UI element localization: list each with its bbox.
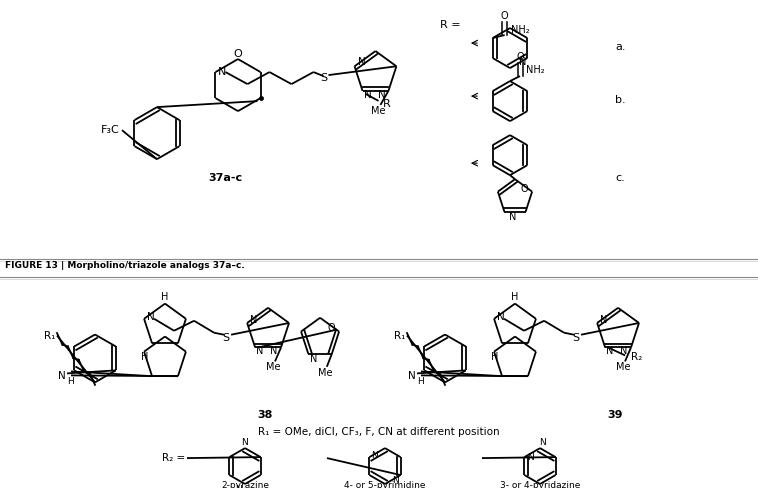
Text: N: N xyxy=(392,475,399,485)
Text: N: N xyxy=(620,346,628,356)
Text: R₂: R₂ xyxy=(631,352,642,363)
Text: NH₂: NH₂ xyxy=(511,25,529,35)
Text: Me: Me xyxy=(615,363,630,372)
Text: N: N xyxy=(518,57,526,67)
Text: H: H xyxy=(141,352,149,363)
Text: a.: a. xyxy=(615,42,625,52)
Text: N: N xyxy=(364,90,371,100)
Text: c.: c. xyxy=(615,173,625,183)
Text: R₁ = OMe, diCl, CF₃, F, CN at different position: R₁ = OMe, diCl, CF₃, F, CN at different … xyxy=(258,427,500,437)
Text: S: S xyxy=(223,333,230,343)
Text: Me: Me xyxy=(266,363,280,372)
Text: H: H xyxy=(512,292,518,302)
Text: N: N xyxy=(509,212,517,222)
Text: R₁: R₁ xyxy=(44,330,55,341)
Text: N: N xyxy=(271,346,277,356)
Text: N: N xyxy=(250,315,258,325)
Text: R₁: R₁ xyxy=(393,330,405,341)
Text: N: N xyxy=(309,354,317,364)
Text: R₂ =: R₂ = xyxy=(161,453,185,463)
Text: N: N xyxy=(606,346,614,356)
Text: N: N xyxy=(358,57,365,67)
Text: H: H xyxy=(161,292,169,302)
Text: O: O xyxy=(233,49,243,59)
Text: N: N xyxy=(256,346,264,356)
Text: S: S xyxy=(572,333,580,343)
Text: N: N xyxy=(408,371,416,382)
Text: N: N xyxy=(242,438,249,447)
Text: 37a-c: 37a-c xyxy=(208,173,242,183)
Text: H: H xyxy=(417,377,424,386)
Text: N: N xyxy=(236,486,243,488)
Text: FIGURE 13 | Morpholino/triazole analogs 37a–c.: FIGURE 13 | Morpholino/triazole analogs … xyxy=(5,261,245,270)
Text: H: H xyxy=(67,377,74,386)
Text: N: N xyxy=(147,312,155,322)
Text: O: O xyxy=(327,323,335,332)
Text: NH₂: NH₂ xyxy=(526,65,545,75)
Text: N: N xyxy=(218,67,227,77)
Text: R =: R = xyxy=(440,20,461,30)
Text: 39: 39 xyxy=(607,410,623,420)
Text: 2-pyrazine: 2-pyrazine xyxy=(221,481,269,488)
Text: b.: b. xyxy=(615,95,625,105)
Text: 4- or 5-pyrimidine: 4- or 5-pyrimidine xyxy=(344,481,426,488)
Text: H: H xyxy=(491,352,499,363)
Text: 38: 38 xyxy=(257,410,273,420)
Text: Me: Me xyxy=(371,106,386,116)
Text: 3- or 4-pyridazine: 3- or 4-pyridazine xyxy=(500,481,580,488)
Text: N: N xyxy=(540,438,547,447)
Text: N: N xyxy=(58,371,66,382)
Text: Me: Me xyxy=(318,368,332,378)
Text: S: S xyxy=(320,73,327,83)
Text: F₃C: F₃C xyxy=(102,125,120,135)
Text: O: O xyxy=(516,52,524,62)
Text: O: O xyxy=(520,183,528,194)
Text: O: O xyxy=(501,11,509,21)
Text: N: N xyxy=(377,90,385,100)
Text: N: N xyxy=(371,450,377,460)
Text: N: N xyxy=(497,312,505,322)
Text: R: R xyxy=(383,99,390,109)
Text: N: N xyxy=(527,452,534,462)
Text: N: N xyxy=(600,315,608,325)
